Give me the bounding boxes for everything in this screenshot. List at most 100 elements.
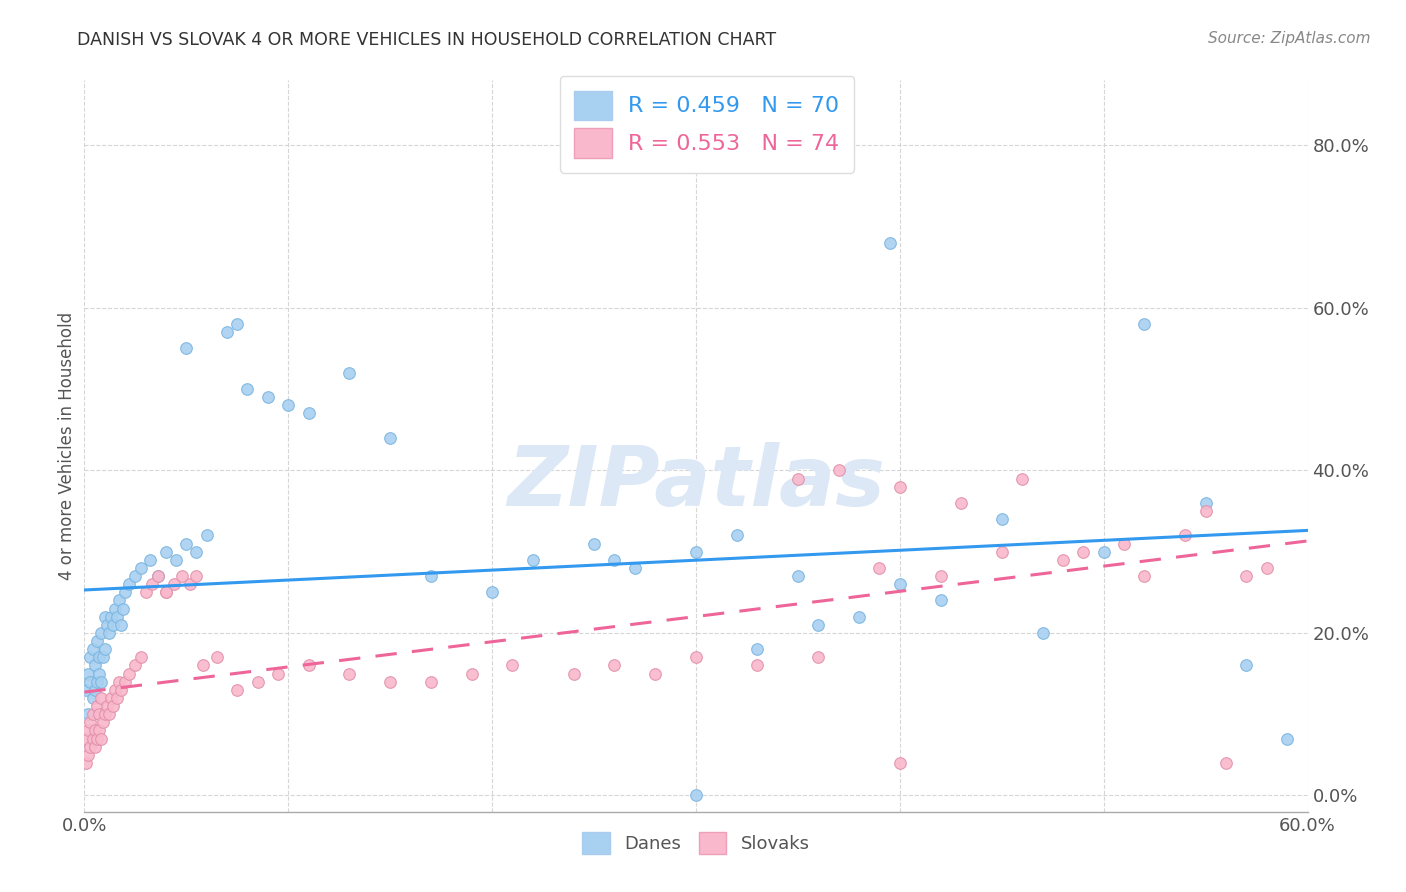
Point (77, 723, 100, 738)
Point (82, 707, 104, 722)
Point (1195, 496, 1218, 510)
Point (298, 407, 321, 421)
Point (1174, 528, 1197, 542)
Point (1215, 756, 1237, 770)
Point (828, 463, 851, 477)
Point (1073, 544, 1095, 558)
Point (163, 577, 186, 591)
Point (86, 731, 108, 746)
Point (191, 658, 214, 673)
Point (461, 666, 484, 681)
Point (101, 699, 124, 714)
Point (174, 342, 197, 356)
Point (90, 674, 112, 689)
Point (583, 536, 606, 550)
Point (114, 585, 136, 599)
Point (83, 723, 105, 738)
Text: Source: ZipAtlas.com: Source: ZipAtlas.com (1208, 31, 1371, 46)
Point (112, 601, 135, 615)
Point (929, 593, 952, 607)
Point (1032, 626, 1054, 640)
Point (83, 682, 105, 697)
Point (174, 536, 197, 550)
Point (131, 561, 153, 575)
Point (685, 650, 707, 665)
Point (96, 617, 118, 632)
Point (79, 739, 101, 754)
Point (420, 674, 443, 689)
Point (108, 674, 131, 689)
Y-axis label: 4 or more Vehicles in Household: 4 or more Vehicles in Household (58, 312, 76, 580)
Point (135, 585, 157, 599)
Point (1256, 561, 1278, 575)
Point (226, 317, 249, 331)
Point (787, 471, 810, 485)
Point (807, 650, 830, 665)
Point (226, 682, 249, 697)
Point (118, 577, 141, 591)
Point (217, 325, 239, 339)
Point (603, 553, 626, 567)
Point (481, 585, 503, 599)
Point (108, 593, 131, 607)
Point (246, 674, 269, 689)
Point (79, 674, 101, 689)
Point (75, 731, 97, 746)
Point (787, 569, 810, 583)
Point (205, 650, 228, 665)
Point (83, 658, 105, 673)
Point (1052, 553, 1074, 567)
Text: DANISH VS SLOVAK 4 OR MORE VEHICLES IN HOUSEHOLD CORRELATION CHART: DANISH VS SLOVAK 4 OR MORE VEHICLES IN H… (77, 31, 776, 49)
Point (155, 585, 177, 599)
Point (236, 382, 259, 396)
Point (685, 544, 707, 558)
Point (90, 626, 112, 640)
Point (93, 609, 115, 624)
Point (118, 666, 141, 681)
Point (90, 690, 112, 705)
Point (991, 544, 1014, 558)
Point (644, 666, 666, 681)
Point (97, 626, 120, 640)
Point (172, 569, 194, 583)
Point (96, 699, 118, 714)
Point (105, 609, 128, 624)
Point (195, 528, 218, 542)
Legend: Danes, Slovaks: Danes, Slovaks (575, 825, 817, 861)
Point (83, 739, 105, 754)
Point (339, 366, 361, 380)
Point (929, 569, 952, 583)
Point (91, 650, 114, 665)
Point (104, 682, 127, 697)
Point (807, 617, 830, 632)
Point (104, 601, 127, 615)
Point (138, 553, 160, 567)
Point (889, 756, 911, 770)
Point (1236, 569, 1258, 583)
Point (93, 642, 115, 657)
Point (1114, 536, 1136, 550)
Point (79, 650, 101, 665)
Point (1011, 471, 1033, 485)
Point (131, 650, 153, 665)
Point (747, 642, 769, 657)
Point (100, 609, 122, 624)
Point (87, 666, 110, 681)
Point (685, 789, 707, 803)
Point (186, 544, 208, 558)
Point (562, 666, 585, 681)
Point (110, 617, 132, 632)
Point (75, 756, 97, 770)
Point (1133, 317, 1156, 331)
Point (79, 715, 101, 730)
Point (991, 512, 1014, 526)
Point (257, 390, 280, 404)
Point (101, 617, 124, 632)
Point (380, 674, 402, 689)
Point (77, 666, 100, 681)
Point (93, 707, 115, 722)
Point (1092, 544, 1115, 558)
Point (420, 569, 443, 583)
Point (1277, 731, 1299, 746)
Point (889, 480, 911, 494)
